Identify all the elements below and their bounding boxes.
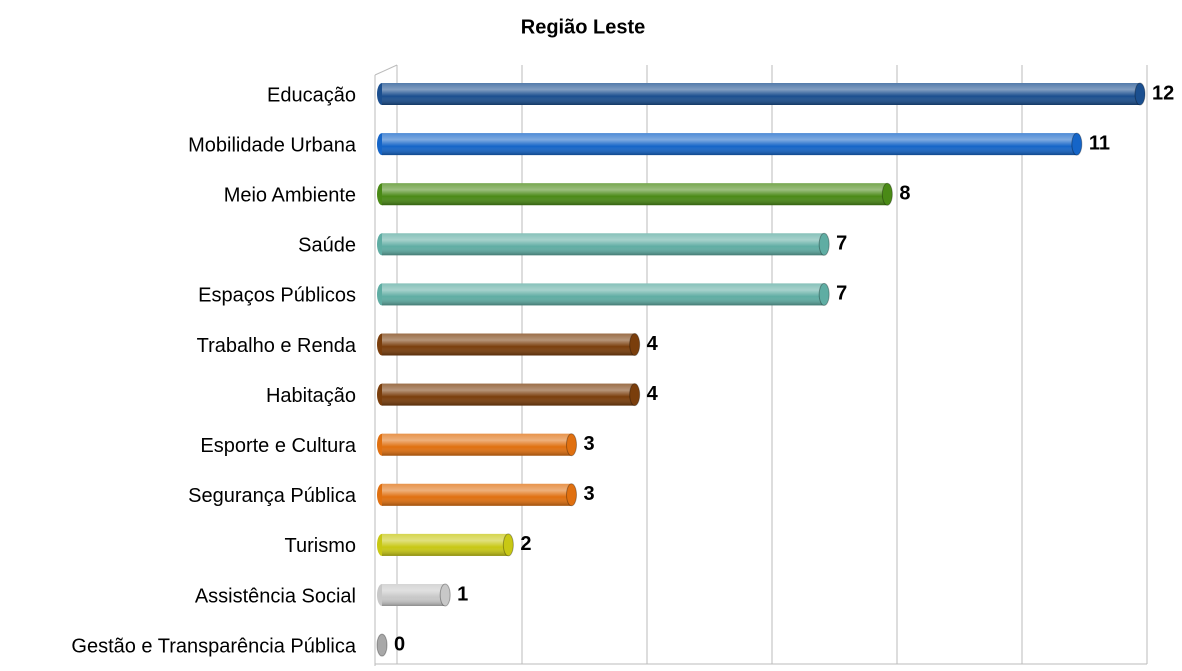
value-label: 1 [457, 583, 468, 605]
bar [377, 232, 830, 256]
y-tick-label: Habitação [266, 385, 356, 407]
bar-end [881, 182, 893, 206]
chart-title: Região Leste [521, 16, 645, 38]
bar-shine [382, 233, 825, 256]
bar [377, 132, 1083, 156]
bar-shine [382, 433, 572, 456]
y-tick-label: Segurança Pública [188, 485, 357, 507]
bar-end [818, 282, 830, 306]
value-label: 4 [647, 383, 659, 405]
bar-end [629, 383, 641, 407]
y-tick-label: Mobilidade Urbana [188, 134, 357, 156]
bar [377, 282, 830, 306]
bar-shine [382, 383, 635, 406]
value-label: 2 [520, 533, 531, 555]
bar-end [566, 433, 577, 457]
bar-end [629, 333, 641, 356]
bar-end [1134, 82, 1146, 106]
value-label: 7 [836, 283, 847, 305]
bar-shine [382, 333, 635, 356]
y-tick-label: Trabalho e Renda [197, 335, 357, 357]
y-tick-label: Saúde [298, 235, 356, 257]
value-label: 8 [899, 182, 910, 204]
bar [377, 333, 641, 356]
bar-shine [382, 183, 888, 206]
value-label: 7 [836, 233, 847, 255]
bar-shine [382, 83, 1140, 105]
bar-end [376, 633, 388, 657]
bar [377, 383, 641, 407]
bar-shine [382, 283, 825, 306]
y-tick-label: Assistência Social [195, 585, 356, 607]
plot-wall [374, 64, 398, 76]
bar-shine [382, 133, 1077, 156]
bar [377, 533, 514, 557]
bar-end [502, 533, 514, 557]
bar [376, 633, 388, 657]
bar-end [818, 232, 830, 256]
value-label: 3 [584, 433, 595, 455]
y-tick-label: Turismo [285, 535, 356, 557]
value-label: 12 [1152, 82, 1174, 104]
y-tick-label: Esporte e Cultura [200, 435, 357, 457]
value-label: 11 [1089, 132, 1110, 154]
bar [377, 82, 1146, 106]
bar [377, 583, 451, 607]
bar-shine [382, 483, 572, 506]
y-tick-label: Espaços Públicos [198, 285, 356, 307]
value-label: 3 [584, 483, 595, 505]
bar-end [566, 483, 577, 507]
bar [377, 433, 577, 457]
value-label: 4 [647, 333, 659, 355]
bar [377, 182, 893, 206]
value-label: 0 [394, 633, 405, 655]
bar-end [1071, 132, 1083, 156]
bar-shine [382, 584, 446, 606]
y-tick-label: Meio Ambiente [224, 184, 356, 206]
y-tick-label: Gestão e Transparência Pública [71, 635, 356, 657]
bar-end [439, 583, 451, 607]
bar [377, 483, 577, 507]
bar-shine [382, 533, 509, 556]
y-tick-label: Educação [267, 84, 356, 106]
